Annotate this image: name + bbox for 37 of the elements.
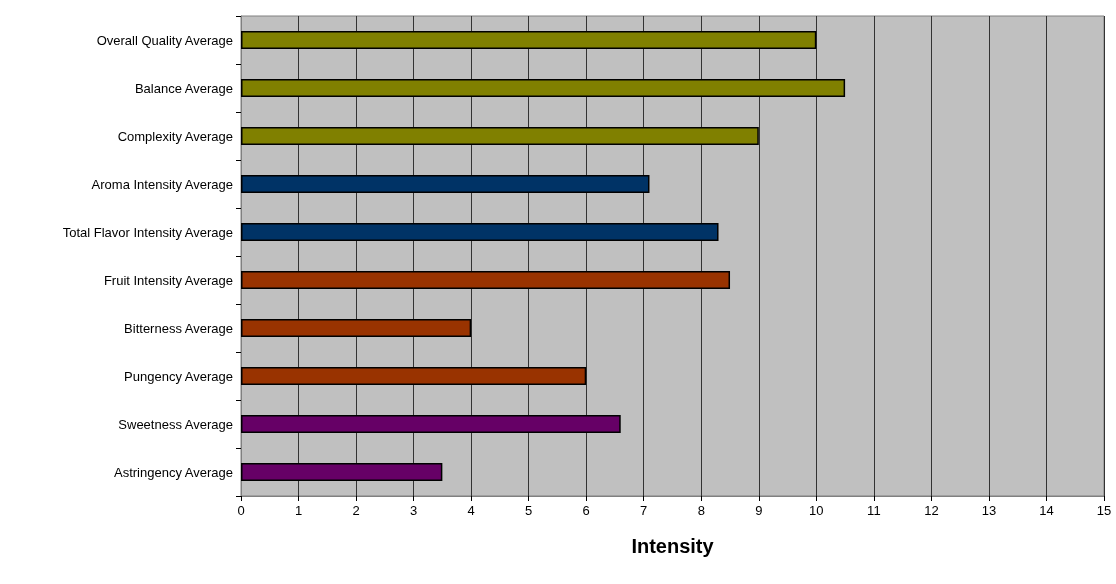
bar bbox=[241, 415, 621, 433]
x-tick-label: 11 bbox=[867, 503, 881, 518]
x-tick-label: 4 bbox=[467, 503, 475, 518]
bar bbox=[241, 223, 719, 241]
x-tick-label: 12 bbox=[924, 503, 939, 518]
x-tick-label: 10 bbox=[809, 503, 824, 518]
bar bbox=[241, 79, 846, 97]
y-tick-label: Bitterness Average bbox=[124, 320, 233, 336]
x-tick-label: 6 bbox=[582, 503, 590, 518]
y-tick-label: Complexity Average bbox=[117, 128, 233, 144]
x-tick-label: 0 bbox=[237, 503, 245, 518]
x-tick-label: 13 bbox=[981, 503, 997, 518]
bar bbox=[241, 367, 587, 385]
bar bbox=[241, 31, 817, 49]
bar bbox=[241, 175, 650, 193]
x-tick-label: 1 bbox=[294, 503, 303, 518]
bar bbox=[241, 463, 443, 481]
x-tick-label: 5 bbox=[525, 503, 533, 518]
y-tick-label: Fruit Intensity Average bbox=[103, 272, 233, 288]
x-tick-label: 7 bbox=[640, 503, 648, 518]
bar bbox=[241, 319, 472, 337]
x-tick-label: 15 bbox=[1096, 503, 1112, 518]
y-tick-label: Balance Average bbox=[134, 80, 233, 96]
x-tick-label: 8 bbox=[697, 503, 705, 518]
y-tick-label: Astringency Average bbox=[114, 464, 233, 480]
x-tick-label: 14 bbox=[1039, 503, 1054, 518]
bar bbox=[241, 271, 731, 289]
x-tick-label: 3 bbox=[409, 503, 418, 518]
x-axis-title: Intensity bbox=[631, 535, 715, 557]
y-tick-label: Sweetness Average bbox=[118, 416, 233, 432]
y-tick-label: Overall Quality Average bbox=[96, 32, 233, 48]
x-tick-label: 9 bbox=[755, 503, 763, 518]
x-tick-label: 2 bbox=[352, 503, 360, 518]
y-tick-label: Pungency Average bbox=[124, 368, 233, 384]
y-tick-label: Total Flavor Intensity Average bbox=[62, 224, 233, 240]
y-tick-label: Aroma Intensity Average bbox=[91, 176, 233, 192]
bar bbox=[241, 127, 759, 145]
